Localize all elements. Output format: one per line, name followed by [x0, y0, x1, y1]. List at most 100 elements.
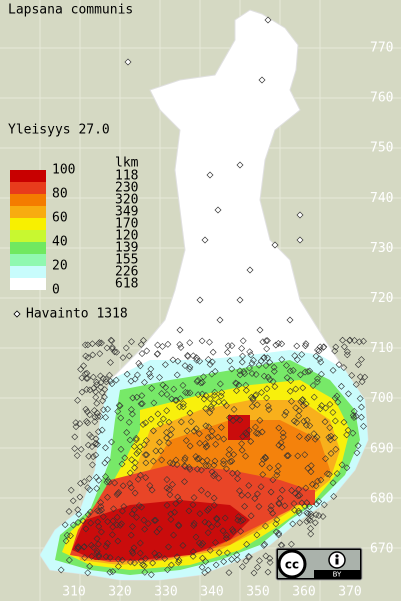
observation-point	[111, 479, 119, 487]
observation-point	[131, 459, 139, 467]
observation-point	[86, 411, 94, 419]
observation-point	[111, 348, 119, 356]
observation-point	[163, 391, 171, 398]
observation-point	[120, 503, 128, 510]
observation-point	[172, 500, 180, 508]
observation-point	[82, 374, 90, 382]
observation-point	[190, 494, 198, 502]
observation-point	[165, 439, 172, 447]
observation-point	[287, 540, 295, 548]
observation-point	[109, 517, 117, 525]
observation-point	[312, 482, 320, 490]
observation-point	[332, 343, 340, 351]
observation-point	[127, 484, 135, 491]
observation-point	[307, 530, 315, 538]
observation-point	[189, 552, 197, 560]
observation-point	[340, 418, 348, 426]
observation-point	[128, 510, 136, 518]
observation-point	[113, 348, 121, 356]
observation-point	[76, 420, 84, 428]
observation-point	[93, 378, 100, 386]
observation-point	[90, 384, 98, 392]
observation-point	[82, 405, 90, 413]
observation-point	[230, 405, 238, 413]
observation-point	[137, 400, 145, 408]
observation-point	[333, 470, 341, 478]
observation-point	[75, 510, 83, 518]
observation-point	[102, 413, 110, 421]
observation-point	[250, 356, 257, 364]
observation-point	[256, 326, 264, 334]
legend-swatch	[10, 170, 46, 182]
observation-point	[196, 539, 203, 547]
observation-point	[113, 513, 121, 521]
observation-point	[344, 426, 352, 434]
observation-point	[229, 417, 237, 425]
observation-point	[292, 385, 300, 393]
observation-point	[286, 316, 294, 324]
observation-point	[61, 521, 69, 529]
observation-point	[295, 507, 303, 515]
observation-point	[204, 566, 212, 574]
observation-point	[183, 427, 191, 435]
observation-point	[156, 374, 163, 381]
observation-point	[189, 501, 197, 509]
observation-point	[278, 443, 286, 451]
observation-point	[74, 543, 82, 551]
observation-point	[74, 545, 82, 553]
observation-point	[110, 505, 117, 513]
observation-symbol	[13, 310, 21, 318]
observation-point	[302, 340, 310, 348]
observation-point	[332, 445, 340, 453]
observation-point	[82, 352, 90, 360]
observation-point	[84, 511, 92, 518]
observation-point	[62, 537, 70, 545]
observation-point	[186, 442, 194, 450]
observation-point	[147, 373, 154, 381]
observation-point	[242, 452, 249, 460]
observation-point	[108, 345, 116, 353]
legend-swatch	[10, 194, 46, 206]
x-axis-label: 340	[200, 585, 223, 600]
observation-point	[195, 455, 203, 462]
observation-point	[196, 510, 204, 518]
observation-point	[193, 356, 201, 364]
observation-point	[323, 470, 331, 478]
observation-point	[100, 406, 107, 414]
observation-point	[118, 520, 125, 528]
observation-point	[119, 482, 127, 490]
observation-point	[133, 450, 141, 457]
observation-point	[242, 381, 250, 389]
legend-count: 139	[115, 241, 138, 256]
observation-point	[140, 441, 148, 449]
observation-point	[244, 491, 252, 499]
observation-point	[245, 426, 253, 434]
observation-point	[85, 475, 93, 482]
observation-point	[81, 341, 89, 349]
observation-point	[349, 429, 357, 437]
observation-point	[271, 383, 279, 391]
observation-point	[127, 406, 135, 413]
legend-swatch	[10, 182, 46, 194]
observation-point	[269, 509, 277, 517]
observation-point	[153, 528, 161, 536]
x-axis-label: 330	[154, 585, 177, 600]
observation-point	[194, 391, 202, 399]
y-axis-label: 710	[370, 341, 393, 356]
observation-point	[303, 421, 310, 429]
observation-point	[252, 370, 260, 378]
observation-point	[153, 553, 161, 561]
observation-point	[306, 422, 314, 430]
observation-point	[123, 429, 131, 436]
observation-point	[278, 486, 286, 494]
observation-point	[295, 407, 303, 415]
observation-point	[327, 432, 335, 440]
observation-point	[220, 457, 228, 465]
observation-point	[314, 375, 321, 383]
observation-point	[177, 344, 185, 351]
observation-point	[155, 551, 163, 559]
observation-point	[190, 522, 198, 529]
observation-point	[317, 476, 325, 484]
observation-point	[253, 531, 261, 539]
observation-point	[106, 554, 114, 561]
